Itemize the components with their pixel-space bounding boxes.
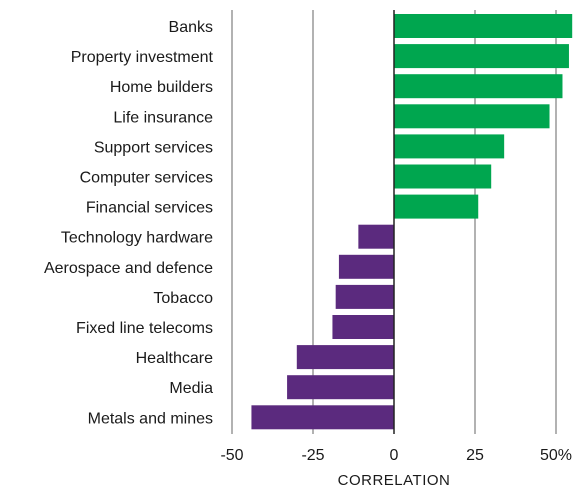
bar [394, 194, 479, 219]
category-label: Healthcare [136, 350, 213, 367]
bar [394, 74, 563, 99]
bar [394, 134, 505, 159]
category-label: Tobacco [153, 290, 213, 307]
category-label: Media [169, 380, 213, 397]
bar [332, 315, 394, 339]
category-label: Support services [94, 139, 213, 156]
bar [287, 375, 394, 400]
category-label: Fixed line telecoms [76, 320, 213, 337]
x-tick-label: 50% [540, 447, 572, 464]
category-label: Home builders [110, 79, 213, 96]
bar [394, 44, 569, 69]
bar [394, 104, 550, 129]
x-tick-labels: -50 -25 0 25 50% [220, 447, 572, 464]
bar [335, 284, 394, 309]
category-labels: Banks Property investment Home builders Lif… [44, 19, 214, 427]
x-tick-label: -25 [301, 447, 324, 464]
category-label: Technology hardware [61, 230, 213, 247]
x-axis-title: CORRELATION [338, 472, 451, 489]
category-label: Banks [169, 19, 213, 36]
bar [338, 254, 394, 279]
x-tick-label: -50 [220, 447, 243, 464]
x-tick-label: 0 [390, 447, 399, 464]
bar [394, 164, 492, 189]
bar [394, 14, 573, 38]
bar [358, 224, 394, 249]
category-label: Property investment [71, 49, 214, 66]
category-label: Aerospace and defence [44, 260, 213, 277]
bars [251, 14, 573, 430]
bar [296, 345, 394, 370]
category-label: Life insurance [113, 109, 213, 126]
x-tick-label: 25 [466, 447, 484, 464]
bar [251, 405, 394, 430]
category-label: Metals and mines [88, 410, 213, 427]
category-label: Financial services [86, 200, 213, 217]
category-label: Computer services [80, 170, 213, 187]
